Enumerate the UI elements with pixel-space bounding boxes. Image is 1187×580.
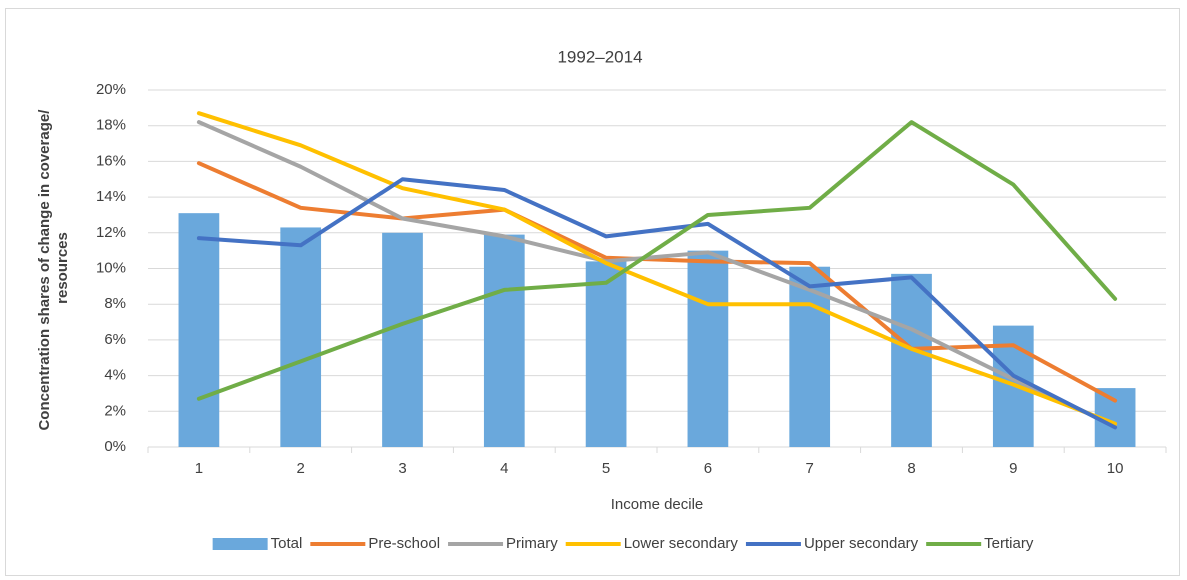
legend-swatch: [212, 538, 268, 550]
bar: [687, 250, 729, 447]
y-axis-title-line: Concentration shares of change in covera…: [36, 109, 53, 431]
y-axis-title: Concentration shares of change in covera…: [36, 105, 71, 430]
y-tick-label: 2%: [104, 402, 126, 419]
y-tick-label: 6%: [104, 331, 126, 348]
y-tick-label: 8%: [104, 295, 126, 312]
x-tick-label: 3: [398, 460, 406, 477]
x-tick-label: 7: [806, 460, 814, 477]
line: [196, 120, 1118, 401]
x-tick-label: 4: [500, 460, 508, 477]
legend-label: Upper secondary: [804, 535, 919, 552]
y-tick-label: 10%: [96, 259, 126, 276]
bar: [891, 273, 932, 447]
x-tick-label: 2: [297, 460, 305, 477]
bar: [483, 234, 525, 447]
y-tick-label: 12%: [96, 224, 126, 241]
x-tick-label: 10: [1107, 460, 1124, 477]
legend-label: Tertiary: [984, 535, 1034, 552]
line: [196, 177, 1118, 430]
y-tick-label: 16%: [96, 152, 126, 169]
line: [196, 111, 1118, 426]
line: [196, 120, 1118, 428]
x-tick-label: 1: [195, 460, 203, 477]
bar: [280, 227, 322, 447]
bar: [585, 261, 627, 447]
legend-label: Primary: [506, 535, 558, 552]
x-tick-label: 8: [907, 460, 915, 477]
y-tick-label: 18%: [96, 117, 126, 134]
legend-label: Pre-school: [368, 535, 440, 552]
x-axis-title: Income decile: [611, 496, 704, 513]
y-tick-label: 14%: [96, 188, 126, 205]
y-tick-label: 20%: [96, 81, 126, 98]
y-tick-label: 4%: [104, 367, 126, 384]
chart-title: 1992–2014: [557, 47, 642, 66]
y-axis-title-line: resources: [54, 232, 71, 304]
bar: [178, 213, 220, 447]
y-tick-label: 0%: [104, 438, 126, 455]
x-tick-label: 9: [1009, 460, 1017, 477]
legend-label: Total: [271, 535, 303, 552]
legend-label: Lower secondary: [624, 535, 739, 552]
x-tick-label: 6: [704, 460, 712, 477]
x-tick-label: 5: [602, 460, 610, 477]
bar: [382, 232, 423, 447]
